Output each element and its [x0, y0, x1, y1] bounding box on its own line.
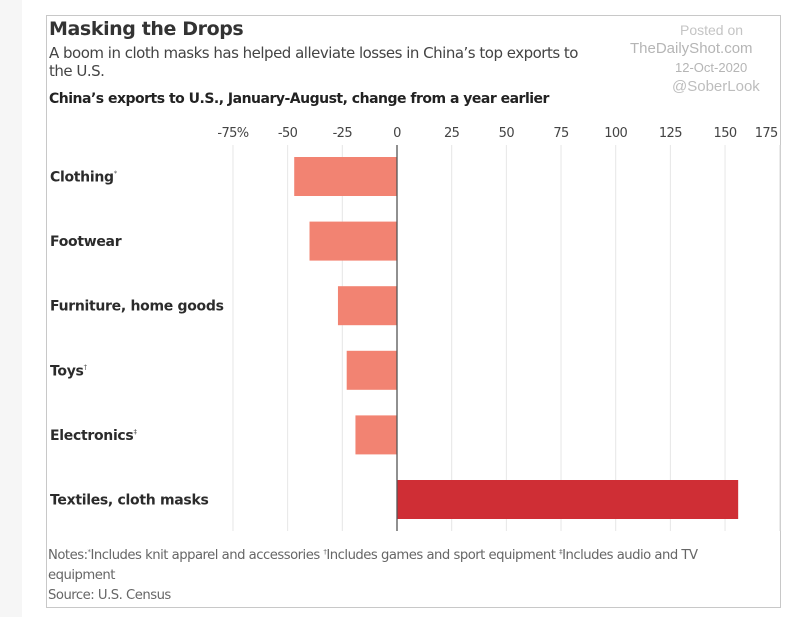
tick-label: 50 — [499, 126, 515, 141]
note3-mark: ‡ — [559, 548, 563, 556]
bar — [397, 480, 739, 519]
bars — [294, 157, 739, 519]
chart-title: Masking the Drops — [49, 18, 244, 40]
bar — [294, 157, 397, 196]
category-label: Toys† — [50, 363, 88, 379]
x-axis-ticks: -75% -50 -25 0 25 50 75 100 125 150 175 — [217, 126, 778, 141]
note2-text: Includes games and sport equipment — [326, 548, 556, 563]
category-name: Furniture, home goods — [50, 299, 224, 315]
category-label: Clothing* — [50, 170, 118, 186]
watermark-site: TheDailyShot.com — [630, 40, 753, 57]
chart-heading: China’s exports to U.S., January-August,… — [49, 91, 549, 107]
note2-mark: † — [323, 548, 327, 556]
chart-subtitle: A boom in cloth masks has helped allevia… — [49, 44, 578, 80]
category-labels: Clothing* Footwear Furniture, home goods To… — [50, 170, 224, 509]
category-name: Toys — [50, 363, 84, 379]
watermark-date: 12-Oct-2020 — [675, 60, 748, 75]
gridlines — [232, 145, 781, 531]
tick-label: 100 — [604, 126, 627, 141]
note3-text: Includes audio and TV equipment — [48, 548, 698, 583]
tick-label: -25 — [333, 126, 353, 141]
tick-label: 25 — [444, 126, 460, 141]
note1-mark: * — [87, 548, 92, 556]
category-name: Footwear — [50, 234, 122, 250]
tick-label: -75% — [217, 126, 248, 141]
category-name: Electronics — [50, 428, 133, 444]
bar — [346, 350, 397, 390]
tick-label: 75 — [553, 126, 569, 141]
category-label: Footwear — [50, 234, 122, 250]
footnote-mark: ‡ — [133, 428, 137, 436]
category-name: Textiles, cloth masks — [50, 493, 209, 509]
watermark-handle: @SoberLook — [672, 78, 760, 95]
tick-label: 0 — [393, 126, 401, 141]
page-margin — [0, 0, 22, 617]
tick-label: 175 — [755, 126, 778, 141]
category-label: Furniture, home goods — [50, 299, 224, 315]
tick-label: -50 — [278, 126, 298, 141]
tick-label: 125 — [659, 126, 682, 141]
footnote-mark: * — [114, 170, 118, 178]
watermark-posted: Posted on — [680, 22, 744, 38]
source-text: Source: U.S. Census — [48, 588, 171, 603]
category-label: Electronics‡ — [50, 428, 137, 444]
category-name: Clothing — [50, 170, 114, 186]
footnote-mark: † — [84, 363, 88, 371]
category-label: Textiles, cloth masks — [50, 493, 209, 509]
bar — [309, 221, 397, 261]
notes-prefix: Notes: — [48, 548, 88, 563]
note1-text: Includes knit apparel and accessories — [90, 548, 321, 563]
tick-label: 150 — [714, 126, 737, 141]
chart-notes: Notes:*Includes knit apparel and accesso… — [48, 542, 748, 606]
bar — [337, 286, 397, 326]
bar — [355, 415, 397, 455]
